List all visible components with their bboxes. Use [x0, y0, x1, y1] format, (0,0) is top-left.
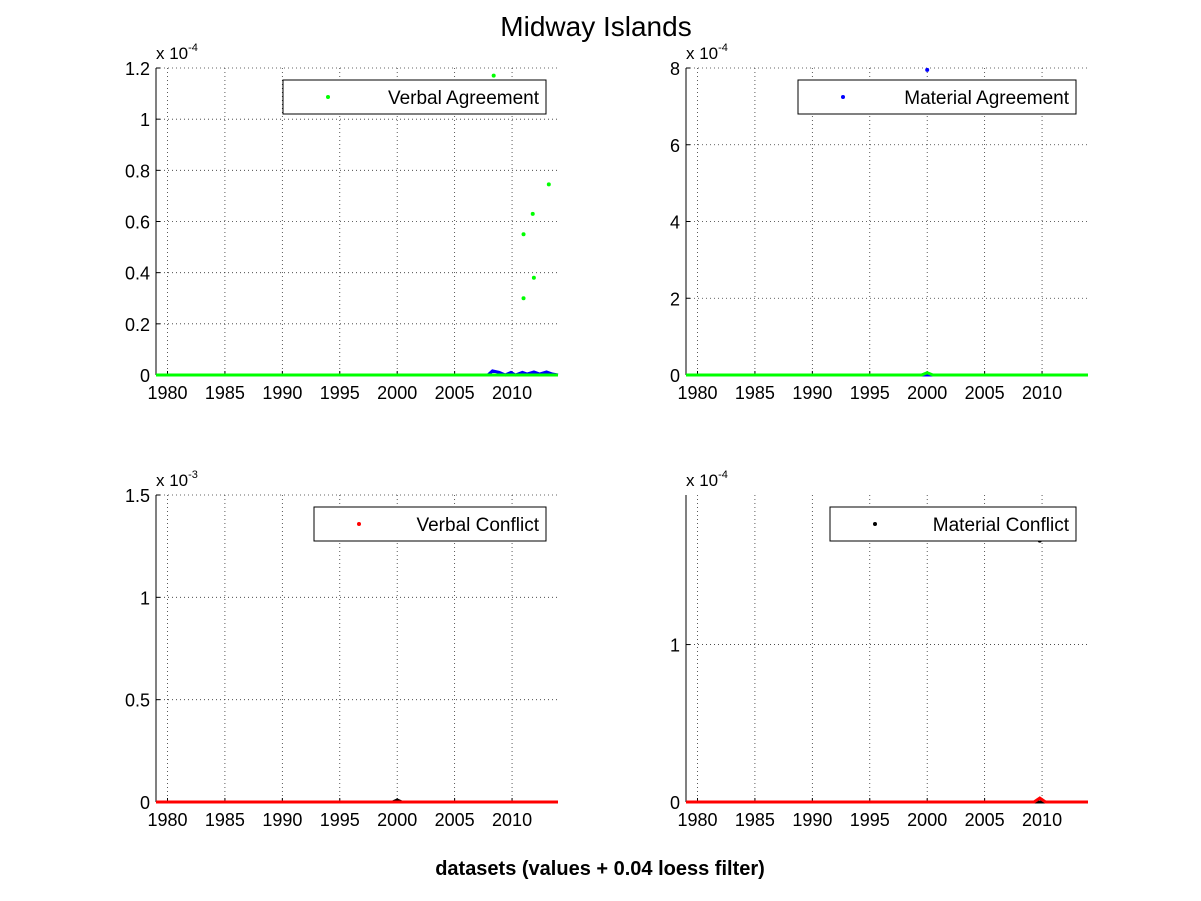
p2-x-tick-label-0: 1980 [147, 810, 187, 830]
p0-exponent-value: -4 [188, 42, 198, 54]
p0-y-tick-label-1: 0.2 [125, 315, 150, 335]
p0-x-tick-label-3: 1995 [320, 383, 360, 403]
p3-exponent-value: -4 [718, 469, 728, 481]
p2-legend-box [313, 506, 547, 542]
p0-y-tick-label-2: 0.4 [125, 264, 150, 284]
p1-legend-label: Material Agreement [904, 88, 1069, 109]
p0-legend-marker [326, 95, 330, 99]
p0-y-tick-label-4: 0.8 [125, 161, 150, 181]
p3-exponent-label: x 10-4 [686, 469, 728, 490]
p3-axes-area [686, 495, 1088, 802]
p0-legend-label: Verbal Agreement [388, 88, 540, 109]
p0-x-tick-label-4: 2000 [377, 383, 417, 403]
p2-x-tick-label-1: 1985 [205, 810, 245, 830]
figure-xlabel: datasets (values + 0.04 loess filter) [435, 858, 765, 880]
subplot-verbal-agreement: 1980 1985 1990 1995 2000 2005 2010 0 0.2 0.4 0.6 0.… [125, 42, 559, 403]
p0-data-point-3 [530, 211, 535, 216]
p2-axes-area [156, 495, 558, 802]
p1-y-tick-label-3: 6 [670, 136, 680, 156]
p3-legend-marker [873, 522, 877, 526]
p0-exponent-label: x 10-4 [156, 42, 198, 63]
p0-data-point-4 [531, 275, 536, 280]
p2-y-tick-label-1: 0.5 [125, 691, 150, 711]
p2-x-tick-label-2: 1990 [262, 810, 302, 830]
p0-y-tick-label-5: 1 [140, 110, 150, 130]
p3-y-tick-label-0: 0 [670, 793, 680, 813]
p2-x-tick-label-3: 1995 [320, 810, 360, 830]
p1-x-tick-label-4: 2000 [907, 383, 947, 403]
p3-y-tick-label-1: 1 [670, 636, 680, 656]
p3-x-tick-label-3: 1995 [850, 810, 890, 830]
subplot-verbal-conflict: 1980 1985 1990 1995 2000 2005 2010 0 0.5 1 1.5 x 10… [125, 469, 558, 830]
p0-x-tick-label-2: 1990 [262, 383, 302, 403]
p0-data-point-5 [546, 182, 551, 187]
p1-y-tick-label-0: 0 [670, 366, 680, 386]
p3-x-tick-label-5: 2005 [965, 810, 1005, 830]
p0-data-point-2 [521, 232, 526, 237]
p1-x-tick-label-6: 2010 [1022, 383, 1062, 403]
p0-data-point-1 [521, 296, 526, 301]
p1-y-tick-label-4: 8 [670, 59, 680, 79]
p3-x-tick-label-4: 2000 [907, 810, 947, 830]
p0-y-tick-label-6: 1.2 [125, 59, 150, 79]
p0-x-tick-label-0: 1980 [147, 383, 187, 403]
p0-data-point-0 [491, 73, 496, 78]
figure-title: Midway Islands [500, 11, 691, 42]
p3-x-tick-label-0: 1980 [677, 810, 717, 830]
p2-exponent-value: -3 [188, 469, 198, 481]
p2-x-tick-label-6: 2010 [492, 810, 532, 830]
p3-x-tick-label-2: 1990 [792, 810, 832, 830]
p3-filter-line-1 [686, 796, 1088, 804]
p1-y-tick-label-1: 2 [670, 289, 680, 309]
p1-exponent-value: -4 [718, 42, 728, 54]
p1-x-tick-label-1: 1985 [735, 383, 775, 403]
p1-legend-marker [841, 95, 845, 99]
p0-x-tick-label-1: 1985 [205, 383, 245, 403]
p2-legend-marker [357, 522, 361, 526]
p3-x-tick-label-6: 2010 [1022, 810, 1062, 830]
p2-x-tick-label-5: 2005 [435, 810, 475, 830]
p1-y-tick-label-2: 4 [670, 213, 680, 233]
p2-exponent-label: x 10-3 [156, 469, 198, 490]
p2-x-tick-label-4: 2000 [377, 810, 417, 830]
subplot-material-agreement: 1980 1985 1990 1995 2000 2005 2010 0 2 4 6 8 x 10-4 M… [670, 42, 1088, 403]
p0-x-tick-label-6: 2010 [492, 383, 532, 403]
p0-x-tick-label-5: 2005 [435, 383, 475, 403]
p1-x-tick-label-5: 2005 [965, 383, 1005, 403]
p1-data-point-0 [925, 67, 930, 72]
p2-legend-label: Verbal Conflict [416, 515, 539, 536]
p1-x-tick-label-3: 1995 [850, 383, 890, 403]
p3-legend-label: Material Conflict [933, 515, 1070, 536]
p0-y-tick-label-3: 0.6 [125, 213, 150, 233]
p3-x-tick-label-1: 1985 [735, 810, 775, 830]
p1-x-tick-label-0: 1980 [677, 383, 717, 403]
p3-legend-box [829, 506, 1077, 542]
p1-x-tick-label-2: 1990 [792, 383, 832, 403]
p1-exponent-label: x 10-4 [686, 42, 728, 63]
p2-y-tick-label-2: 1 [140, 588, 150, 608]
subplot-material-conflict: 1980 1985 1990 1995 2000 2005 2010 0 1 x 10-4 Mate… [670, 469, 1088, 830]
p1-filter-line-1 [686, 371, 1088, 377]
p2-y-tick-label-3: 1.5 [125, 486, 150, 506]
p2-y-tick-label-0: 0 [140, 793, 150, 813]
p0-y-tick-label-0: 0 [140, 366, 150, 386]
